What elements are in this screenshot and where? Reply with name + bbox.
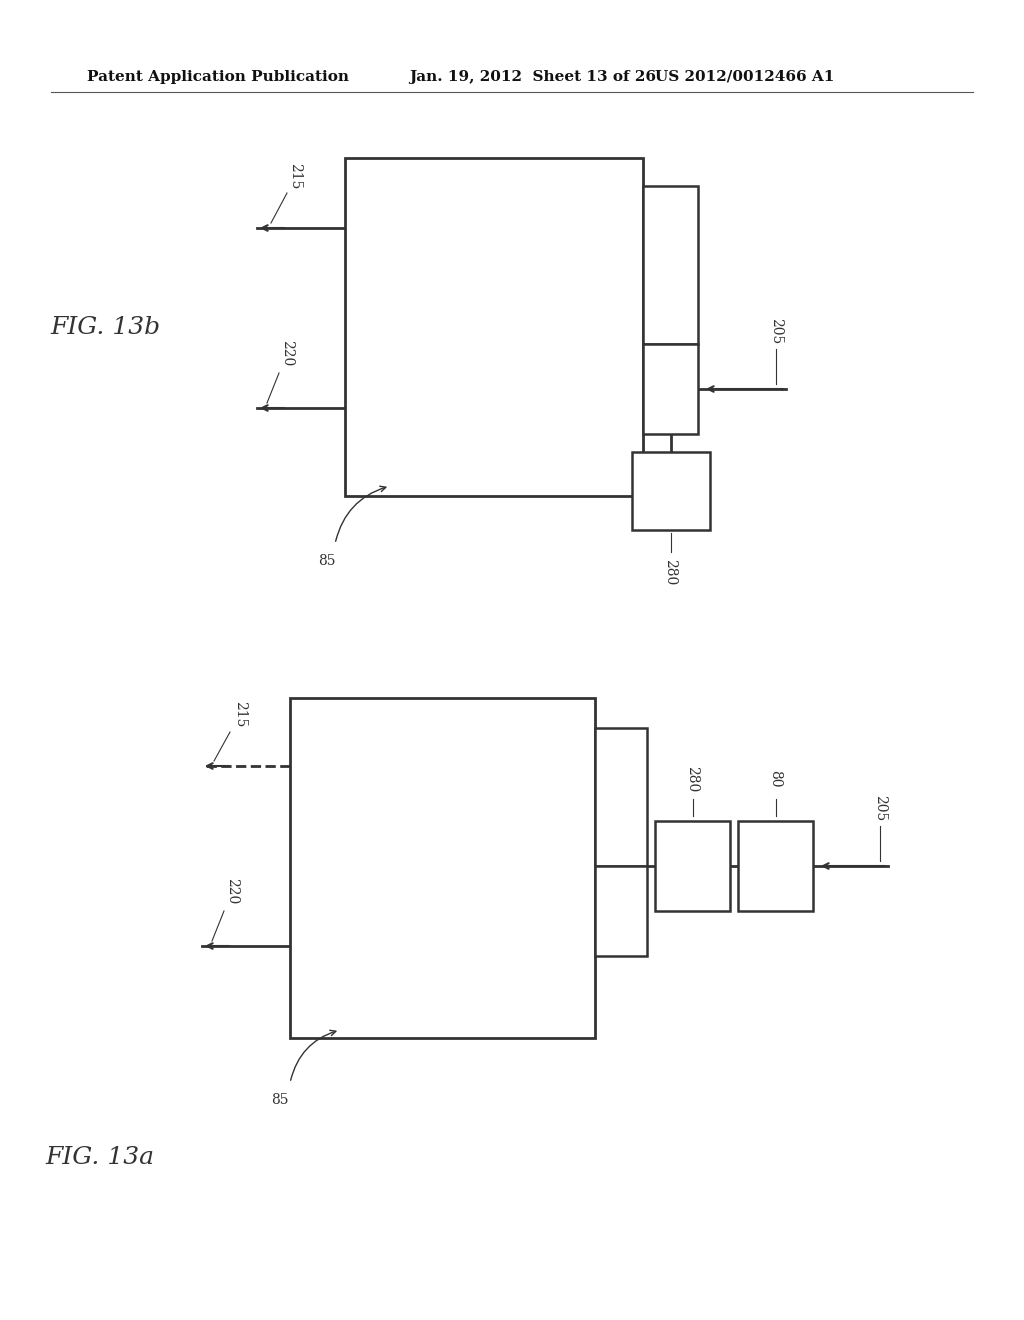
Text: 205: 205 [873,795,887,821]
Bar [345,158,643,496]
Bar [632,451,710,531]
Text: 280: 280 [664,558,678,585]
Bar [595,866,647,956]
Text: FIG. 13a: FIG. 13a [45,1147,155,1170]
Text: Jan. 19, 2012  Sheet 13 of 26: Jan. 19, 2012 Sheet 13 of 26 [410,70,656,83]
Text: 85: 85 [318,554,336,568]
Text: 215: 215 [233,701,247,727]
Text: 280: 280 [685,766,699,792]
Text: 215: 215 [288,162,302,189]
Bar [738,821,813,911]
Bar [655,821,730,911]
Bar [643,186,698,345]
Text: 220: 220 [280,339,294,366]
Text: 220: 220 [225,878,239,904]
Bar [643,345,698,434]
Text: 85: 85 [271,1093,289,1107]
Text: Patent Application Publication: Patent Application Publication [87,70,349,83]
Text: 80: 80 [768,771,782,788]
Bar [595,729,647,866]
Text: FIG. 13b: FIG. 13b [50,315,160,338]
Text: US 2012/0012466 A1: US 2012/0012466 A1 [655,70,835,83]
Text: 205: 205 [769,318,783,345]
Bar [290,698,595,1038]
